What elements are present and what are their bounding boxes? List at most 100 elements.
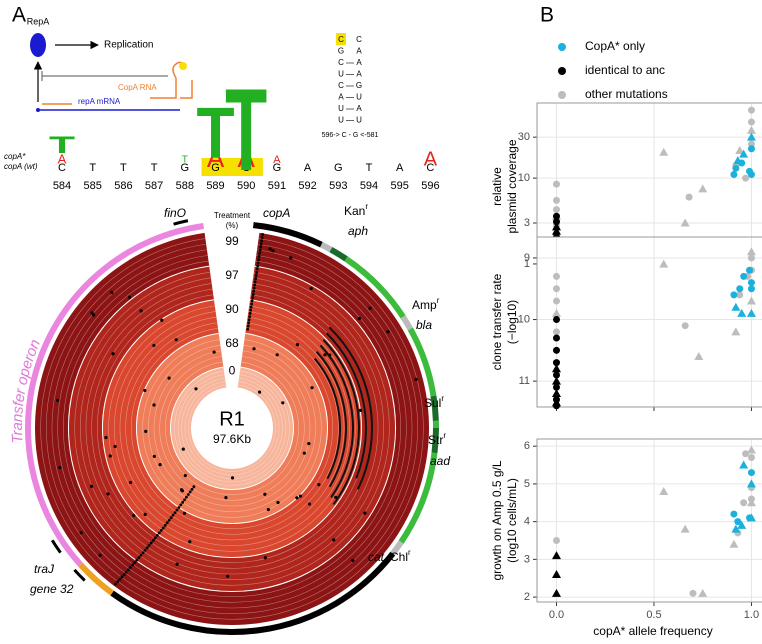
mutation-dot <box>152 403 156 407</box>
mutation-arc <box>315 351 347 488</box>
position: 592 <box>298 180 316 192</box>
legend-marker <box>558 91 566 99</box>
gene-segment <box>431 427 439 454</box>
mutation-dot <box>118 577 122 581</box>
mutation-dot <box>310 386 314 390</box>
gene-label: Kanr <box>344 202 368 218</box>
point-circle <box>730 171 738 179</box>
point-circle <box>552 359 560 367</box>
point-circle <box>747 469 755 477</box>
mutation-dot <box>351 558 355 562</box>
mutation-arc <box>328 326 373 490</box>
point-circle <box>552 206 560 214</box>
logo-group: T <box>49 133 75 159</box>
y-tick-label: 6 <box>524 440 530 452</box>
mutation-dot <box>110 290 114 294</box>
mutation-dot <box>165 521 169 525</box>
ring-gap <box>191 387 273 469</box>
mutation-dot <box>257 255 261 258</box>
point-circle <box>747 118 755 126</box>
mrna-end <box>36 108 40 112</box>
replicate-line <box>148 344 316 512</box>
y-tick-label: 5 <box>524 478 530 490</box>
point-circle <box>747 106 755 114</box>
legend-marker <box>558 43 566 51</box>
mutation-dot <box>255 267 259 271</box>
point-triangle <box>694 351 704 360</box>
x-tick-label: 0.5 <box>646 609 661 621</box>
position: 585 <box>84 180 102 192</box>
point-triangle <box>746 247 756 256</box>
mutation-dot <box>171 513 175 517</box>
point-triangle <box>746 125 756 134</box>
point-triangle <box>746 308 756 317</box>
wt-base: C <box>58 162 66 174</box>
mutation-dot <box>334 495 338 499</box>
point-circle <box>552 402 560 410</box>
highlight <box>201 158 263 176</box>
mutation-dot <box>252 286 256 290</box>
mutation-dot <box>167 376 171 380</box>
nucleotide: C <box>338 35 344 44</box>
mutation-dot <box>295 496 299 500</box>
gene-segment <box>320 241 333 253</box>
mutation-dot <box>246 324 250 328</box>
point-circle <box>740 499 748 507</box>
mutation-dot <box>135 558 139 562</box>
point-triangle <box>659 486 669 495</box>
mrna-label: repA mRNA <box>78 97 121 106</box>
mutation-dot <box>179 503 183 507</box>
position: 584 <box>53 180 71 192</box>
mutant-base: T <box>182 155 188 166</box>
mutation-dot <box>188 540 192 544</box>
treatment-ring <box>171 367 293 489</box>
mutation-dot <box>295 342 300 347</box>
gene-segment <box>344 256 406 319</box>
point-triangle <box>746 513 756 522</box>
point-circle <box>552 328 560 336</box>
replicate-line <box>85 283 379 575</box>
y-axis-label: (−log10) <box>505 300 519 344</box>
wt-base: T <box>151 162 158 174</box>
position: 587 <box>145 180 163 192</box>
point-triangle <box>731 302 741 311</box>
mutation-dot <box>261 233 265 236</box>
replicate-line <box>165 361 299 495</box>
mutation-dot <box>128 480 133 485</box>
gene-label: traJ <box>34 562 55 576</box>
y-tick-label: 3 <box>524 553 530 565</box>
nucleotide: C <box>356 35 362 44</box>
center <box>194 390 270 466</box>
mutation-dot <box>186 493 190 496</box>
mutation-dot <box>173 511 177 515</box>
stem-footer: 596-> C - G <-581 <box>322 132 379 139</box>
point-circle <box>552 316 560 324</box>
mutation-dot <box>252 289 256 293</box>
mutation-dot <box>317 483 321 487</box>
point-circle <box>730 291 738 299</box>
gene-label: copA <box>263 206 290 220</box>
wt-base: T <box>89 162 96 174</box>
mutation-dot <box>114 582 117 586</box>
mutation-dot <box>247 318 251 322</box>
y-axis-label: plasmid coverage <box>505 139 519 233</box>
mutation-arc <box>322 339 360 506</box>
mutation-dot <box>175 562 179 566</box>
point-triangle <box>746 445 756 454</box>
gene-label: cat <box>368 550 385 564</box>
mutation-dot <box>357 316 361 321</box>
nucleotide: U <box>356 116 362 125</box>
position: 590 <box>237 180 255 192</box>
point-triangle <box>551 388 561 397</box>
mutation-dot <box>323 353 327 357</box>
mutation-dot <box>309 286 313 291</box>
mutation-dot <box>174 338 178 342</box>
mutation-dot <box>129 565 132 569</box>
position: 596 <box>421 180 439 192</box>
mutation-dot <box>116 580 120 584</box>
mutation-dot <box>275 353 279 357</box>
mutation-dot <box>249 305 253 309</box>
gene-name: Chl <box>390 550 408 564</box>
mutation-dot <box>160 318 164 322</box>
